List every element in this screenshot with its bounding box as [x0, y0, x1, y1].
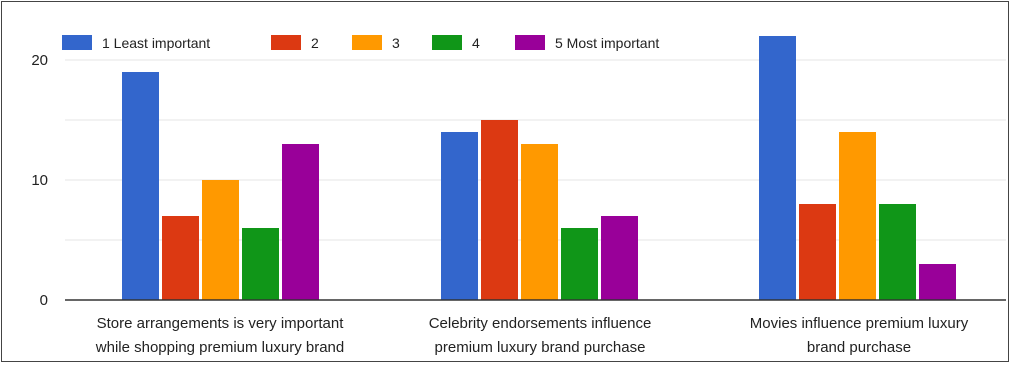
- bar: [919, 264, 956, 300]
- bar: [521, 144, 558, 300]
- x-category-label: Store arrangements is very important: [97, 315, 345, 332]
- legend-swatch: [432, 35, 462, 50]
- legend-swatch: [352, 35, 382, 50]
- x-category-label: Movies influence premium luxury: [750, 315, 969, 332]
- x-axis-category-labels: Store arrangements is very important whil…: [95, 315, 969, 356]
- bar: [202, 180, 239, 300]
- bar: [759, 36, 796, 300]
- legend-swatch: [515, 35, 545, 50]
- bar: [162, 216, 199, 300]
- legend-label: 3: [392, 35, 400, 51]
- bar: [561, 228, 598, 300]
- legend-label: 2: [311, 35, 319, 51]
- legend-label: 1 Least important: [102, 35, 210, 51]
- legend-swatch: [62, 35, 92, 50]
- x-category-label: brand purchase: [807, 339, 911, 356]
- bar: [799, 204, 836, 300]
- bar: [122, 72, 159, 300]
- bar: [481, 120, 518, 300]
- legend-label: 5 Most important: [555, 35, 659, 51]
- bars: [122, 36, 956, 300]
- y-axis-tick-labels: 0 10 20: [31, 52, 48, 309]
- x-category-label: while shopping premium luxury brand: [95, 339, 344, 356]
- legend: 1 Least important 2 3 4 5 Most important: [62, 35, 659, 51]
- legend-label: 4: [472, 35, 480, 51]
- bar-chart: 0 10 20 Store arrangements is very importa…: [31, 35, 1006, 356]
- bar: [601, 216, 638, 300]
- legend-swatch: [271, 35, 301, 50]
- x-category-label: Celebrity endorsements influence: [429, 315, 652, 332]
- bar: [282, 144, 319, 300]
- y-tick-label: 20: [31, 52, 48, 69]
- bar: [879, 204, 916, 300]
- bar: [242, 228, 279, 300]
- x-category-label: premium luxury brand purchase: [435, 339, 646, 356]
- y-tick-label: 0: [40, 292, 48, 309]
- y-tick-label: 10: [31, 172, 48, 189]
- bar: [441, 132, 478, 300]
- bar: [839, 132, 876, 300]
